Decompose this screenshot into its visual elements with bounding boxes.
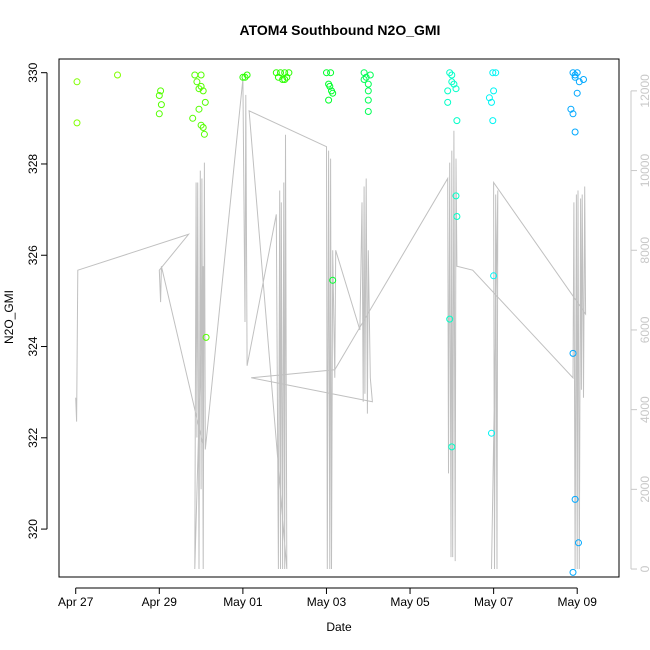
data-point [490,87,498,95]
line-series [75,78,587,570]
x-tick-label: Apr 27 [58,595,94,609]
data-point [73,78,81,86]
data-point [444,98,452,106]
data-point [569,349,577,357]
y2-tick-label: 12000 [638,74,650,108]
data-point [452,192,460,200]
data-point [157,101,165,109]
data-point [452,85,460,93]
data-point [189,114,197,122]
data-point [197,121,205,129]
data-point [281,76,289,83]
data-point [327,69,335,77]
data-point [114,71,121,79]
plot-frame [58,58,620,578]
data-point [199,87,207,95]
data-point [285,69,293,77]
axis-layer: Apr 27 Apr 29 May 01 May 03 May 05 May 07 May … [26,62,650,609]
y-tick-label: 330 [26,62,40,82]
data-point [575,78,583,86]
data-point [569,110,577,118]
data-point [364,87,372,95]
data-point [326,82,334,90]
y2-tick-label: 2000 [638,476,650,503]
data-point [155,110,163,118]
y-tick-label: 322 [26,427,40,447]
data-point [448,443,456,451]
x-tick-label: May 03 [307,595,347,609]
x-tick-label: May 09 [558,595,598,609]
data-point [239,73,247,81]
data-point [241,73,249,81]
data-point [323,69,330,77]
data-point [492,69,500,77]
y-axis-label: N2O_GMI [2,290,16,344]
data-point [580,76,587,83]
data-point [202,333,210,341]
data-point [575,539,582,547]
data-point [279,76,287,83]
data-point [193,78,201,86]
data-point [571,71,579,79]
chart-title: ATOM4 Southbound N2O_GMI [240,22,441,38]
data-point [195,105,203,113]
data-point [571,73,579,81]
data-point [362,73,370,81]
data-point [195,85,203,93]
data-point [73,119,81,127]
y2-tick-label: 4000 [638,396,650,423]
data-point [453,213,461,220]
data-point [364,80,372,88]
y2-tick-label: 10000 [638,154,650,188]
data-point [157,87,165,95]
data-point [490,272,498,280]
data-point [489,117,497,125]
y-tick-label: 324 [26,336,40,356]
data-point [453,117,461,125]
data-point [364,96,372,104]
data-point [329,89,337,97]
data-point [448,71,456,79]
data-point [199,124,207,131]
data-point [329,276,337,284]
data-point [446,315,454,323]
data-point [446,69,454,77]
data-point [200,130,208,138]
y-tick-label: 328 [26,154,40,174]
data-point [360,76,368,83]
data-point [488,98,495,106]
x-tick-label: May 07 [474,595,514,609]
x-axis-label: Date [326,620,352,634]
y-tick-label: 320 [26,519,40,539]
data-point [243,71,251,79]
line-series-layer [75,78,587,570]
y-tick-label: 326 [26,245,40,265]
data-point [488,429,495,437]
data-point [489,69,497,77]
x-tick-label: Apr 29 [142,595,178,609]
x-tick-label: May 05 [390,595,430,609]
x-tick-label: May 01 [223,595,263,609]
data-point [201,98,209,106]
data-point [366,71,374,79]
y2-tick-label: 8000 [638,237,650,264]
data-point [325,96,333,104]
data-point [571,495,579,503]
data-point [155,92,163,99]
data-point [571,128,579,136]
y2-tick-label: 0 [638,565,650,572]
data-point [364,108,372,115]
data-point [448,78,456,86]
y2-tick-label: 6000 [638,316,650,343]
data-point [277,69,284,77]
data-point [444,87,452,95]
data-point [197,82,205,90]
data-point [197,71,205,79]
data-point [573,89,581,97]
point-layer [73,69,587,576]
data-point [569,568,577,576]
